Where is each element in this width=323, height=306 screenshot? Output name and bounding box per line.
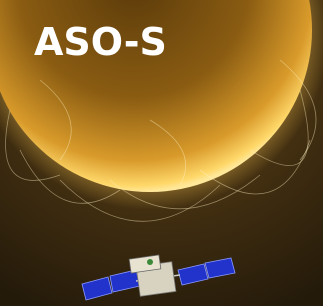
poster: ASO-S	[0, 0, 323, 306]
title: ASO-S	[34, 20, 167, 64]
